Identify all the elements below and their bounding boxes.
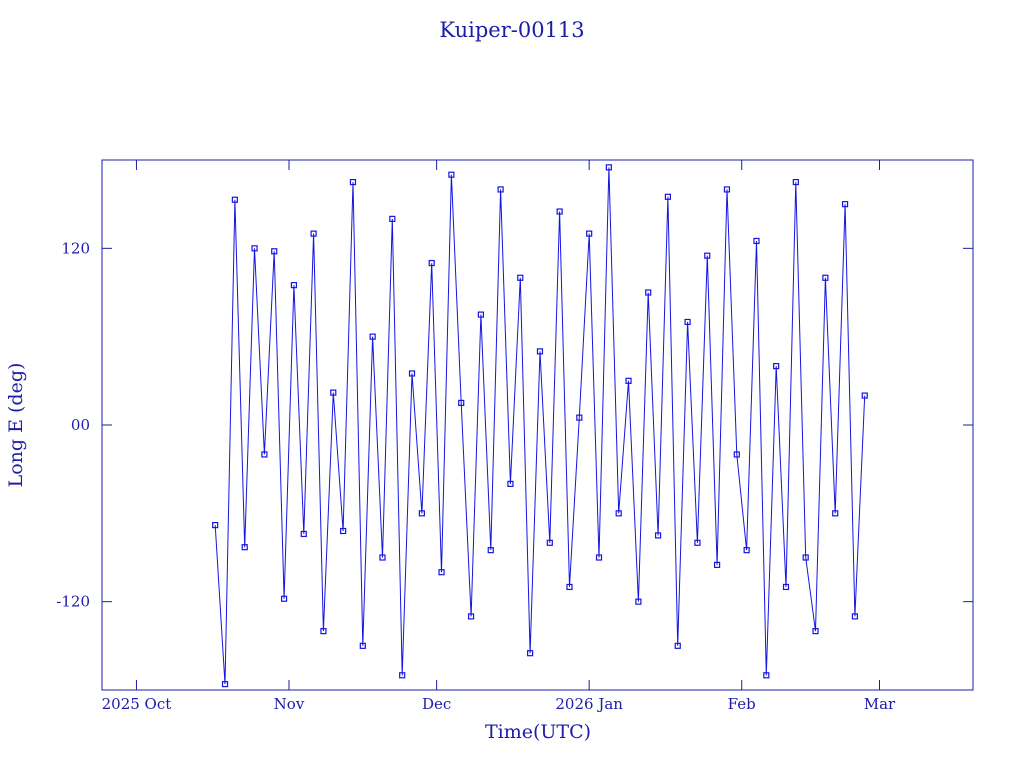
data-point [241, 544, 248, 551]
data-point [418, 510, 425, 517]
data-point [310, 230, 317, 237]
data-point [546, 539, 553, 546]
data-point [438, 569, 445, 576]
data-point [477, 311, 485, 318]
data-point [694, 539, 701, 546]
data-point [684, 318, 691, 326]
data-point [389, 215, 396, 222]
data-point [654, 532, 662, 539]
x-tick-label: Dec [422, 695, 451, 713]
data-point [802, 554, 809, 561]
x-tick-label: Nov [274, 695, 305, 713]
x-tick-label: 2025 Oct [102, 695, 172, 713]
x-axis-label: Time(UTC) [485, 721, 591, 743]
x-tick-label: Mar [864, 695, 896, 713]
data-point [792, 178, 799, 186]
plot-area [212, 164, 868, 688]
data-point [851, 613, 858, 620]
data-point [763, 672, 770, 679]
data-point [566, 583, 573, 591]
data-point [251, 245, 258, 252]
data-point [743, 547, 750, 554]
data-point [625, 377, 632, 384]
data-point [340, 527, 347, 535]
data-point [556, 208, 563, 215]
data-point [723, 186, 731, 193]
data-point [733, 451, 740, 458]
series [212, 164, 868, 688]
data-point [595, 554, 603, 561]
data-point [704, 252, 711, 259]
data-point [645, 289, 652, 296]
data-point [527, 650, 534, 657]
data-point [517, 274, 524, 281]
y-tick-label: -120 [56, 593, 90, 611]
data-point [261, 451, 268, 458]
data-point [280, 595, 288, 602]
data-point [507, 480, 514, 487]
y-axis-label: Long E (deg) [5, 363, 27, 488]
x-tick-label: Feb [728, 695, 756, 713]
data-point [822, 274, 829, 281]
data-point [467, 613, 475, 620]
data-point [782, 583, 790, 591]
data-point [497, 186, 504, 193]
data-point [635, 598, 642, 605]
data-point [615, 510, 622, 517]
data-point [408, 370, 416, 377]
data-point [576, 414, 583, 421]
data-point [330, 389, 337, 396]
data-point [832, 510, 839, 517]
data-point [861, 392, 868, 399]
data-point [773, 363, 780, 370]
data-point [349, 178, 357, 186]
x-tick-label: 2026 Jan [555, 695, 623, 713]
data-point [536, 348, 544, 355]
data-point [812, 628, 819, 635]
data-point [487, 547, 494, 554]
data-point [271, 248, 278, 255]
data-point [231, 196, 238, 203]
data-point [674, 642, 681, 649]
data-point [841, 201, 849, 208]
y-tick-label: 00 [71, 416, 90, 434]
data-point [379, 554, 386, 561]
data-point [300, 530, 307, 538]
data-point [369, 333, 376, 340]
data-point [458, 399, 465, 407]
data-line [214, 167, 866, 685]
data-point [212, 522, 219, 529]
data-point [448, 171, 455, 178]
data-point [290, 282, 298, 289]
data-point [664, 193, 672, 200]
data-point [359, 642, 366, 649]
data-point [714, 561, 721, 568]
chart-title: Kuiper-00113 [439, 18, 584, 42]
data-point [428, 259, 435, 267]
data-point [221, 681, 229, 688]
data-point [320, 628, 327, 635]
data-point [586, 230, 593, 237]
data-point [605, 164, 612, 171]
y-tick-label: 120 [61, 239, 90, 257]
data-point [753, 237, 760, 245]
data-point [399, 672, 406, 679]
